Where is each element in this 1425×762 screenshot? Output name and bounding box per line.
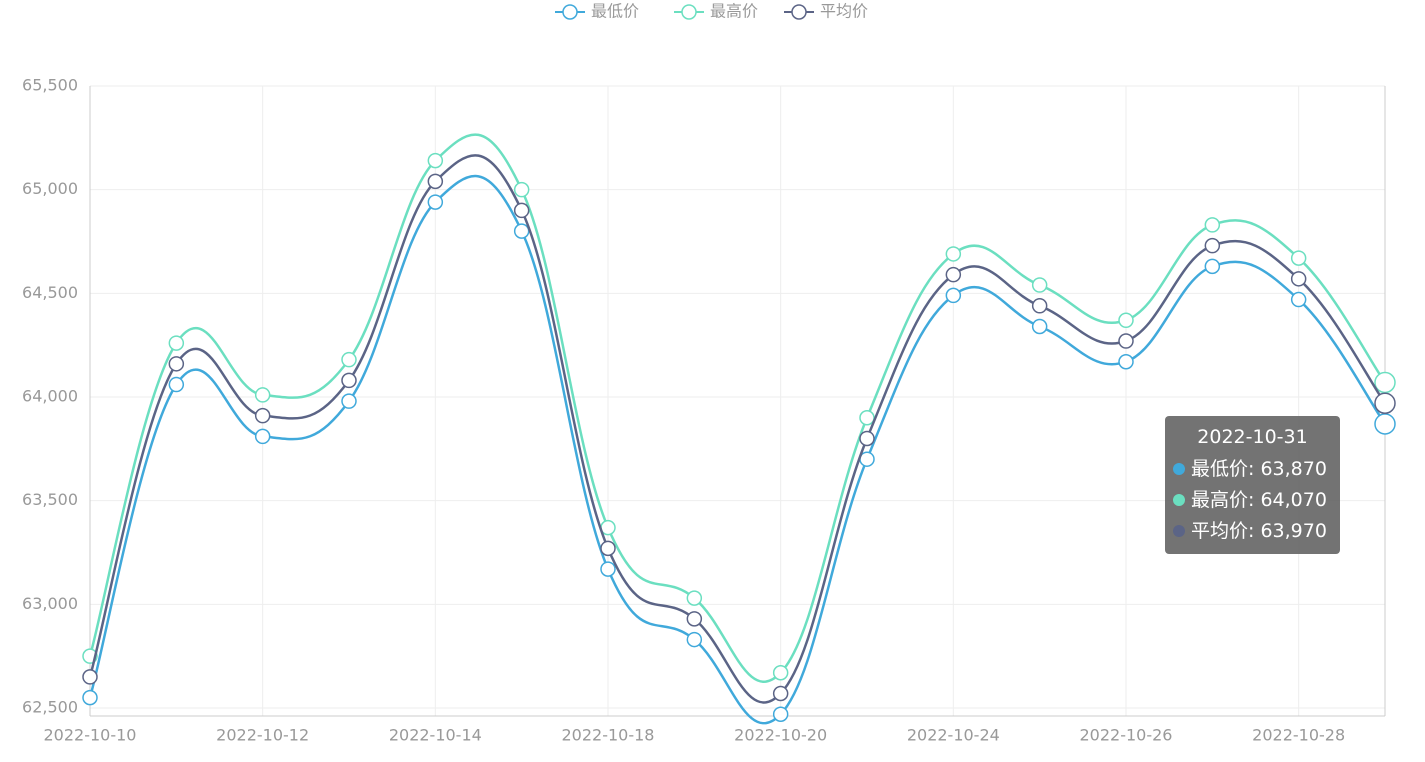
point <box>686 631 703 648</box>
point <box>1204 217 1221 233</box>
x-tick-label: 2022-10-24 <box>907 726 1000 745</box>
y-tick-label: 65,000 <box>22 179 78 198</box>
tooltip-title: 2022-10-31 <box>1197 426 1308 448</box>
y-tick-label: 63,500 <box>22 490 78 509</box>
tooltip-value: 63,870 <box>1260 458 1327 480</box>
point <box>1290 291 1307 308</box>
tooltip-value: 64,070 <box>1260 489 1327 511</box>
point <box>254 428 271 445</box>
legend-marker <box>681 4 697 20</box>
point <box>945 246 962 262</box>
tooltip-row: 最低价: 63,870 <box>1173 454 1332 485</box>
x-tick-label: 2022-10-28 <box>1252 726 1345 745</box>
tooltip-name: 平均价 <box>1191 520 1249 542</box>
point <box>945 287 962 304</box>
point <box>254 407 271 424</box>
y-tick-label: 64,500 <box>22 283 78 302</box>
point <box>1118 312 1134 329</box>
tooltip-dot <box>1173 463 1185 475</box>
point <box>1374 392 1396 414</box>
point <box>427 194 444 210</box>
y-tick-label: 63,000 <box>22 594 78 613</box>
point <box>82 669 98 685</box>
x-tick-label: 2022-10-10 <box>44 726 137 745</box>
series-line <box>88 133 1387 683</box>
point <box>341 351 357 368</box>
y-tick-label: 65,500 <box>22 76 78 95</box>
point <box>772 706 789 722</box>
point <box>772 665 789 681</box>
point <box>427 173 444 190</box>
separator: : <box>1248 489 1261 511</box>
point <box>513 223 530 239</box>
point <box>341 372 357 389</box>
point <box>1290 271 1307 287</box>
point <box>1031 318 1048 335</box>
legend-label: 平均价 <box>820 2 868 21</box>
point <box>168 376 185 393</box>
x-tick-label: 2022-10-26 <box>1080 726 1173 745</box>
point <box>1204 258 1221 275</box>
point <box>1204 237 1221 254</box>
point <box>1118 354 1134 370</box>
tooltip-dot <box>1173 494 1185 506</box>
separator: : <box>1248 520 1261 542</box>
point <box>168 356 185 372</box>
tooltip-row: 最高价: 64,070 <box>1173 485 1332 516</box>
point <box>513 202 530 219</box>
tooltip-value: 63,970 <box>1260 520 1327 542</box>
point <box>341 393 357 409</box>
point <box>254 387 271 403</box>
tooltip-row: 平均价: 63,970 <box>1173 516 1332 547</box>
point <box>1290 250 1307 266</box>
tooltip: 2022-10-31 最低价: 63,870 最高价: 64,070 平均价: 63… <box>1165 416 1340 554</box>
tooltip-name: 最低价 <box>1191 458 1249 480</box>
legend-label: 最高价 <box>710 2 758 21</box>
x-tick-label: 2022-10-20 <box>734 726 827 745</box>
point <box>513 181 530 198</box>
point <box>600 561 616 577</box>
tooltip-name: 最高价 <box>1191 489 1249 511</box>
point <box>686 611 703 627</box>
point <box>427 152 444 169</box>
point <box>1374 413 1396 435</box>
x-tick-label: 2022-10-14 <box>389 726 482 745</box>
legend-label: 最低价 <box>591 2 639 21</box>
point <box>686 590 703 606</box>
tooltip-dot <box>1173 525 1185 537</box>
point <box>1118 333 1134 349</box>
point <box>600 540 616 557</box>
legend-marker <box>562 4 578 20</box>
point <box>1031 277 1048 293</box>
x-tick-label: 2022-10-18 <box>562 726 655 745</box>
point <box>1031 298 1048 314</box>
x-tick-label: 2022-10-12 <box>216 726 309 745</box>
point <box>945 266 962 283</box>
point <box>1374 371 1396 394</box>
point <box>82 689 98 706</box>
point <box>859 430 875 447</box>
separator: : <box>1248 458 1261 480</box>
point <box>772 685 789 702</box>
point <box>168 335 185 351</box>
legend-marker <box>791 4 807 20</box>
y-tick-label: 64,000 <box>22 387 78 406</box>
point <box>859 409 875 426</box>
y-tick-label: 62,500 <box>22 698 78 717</box>
